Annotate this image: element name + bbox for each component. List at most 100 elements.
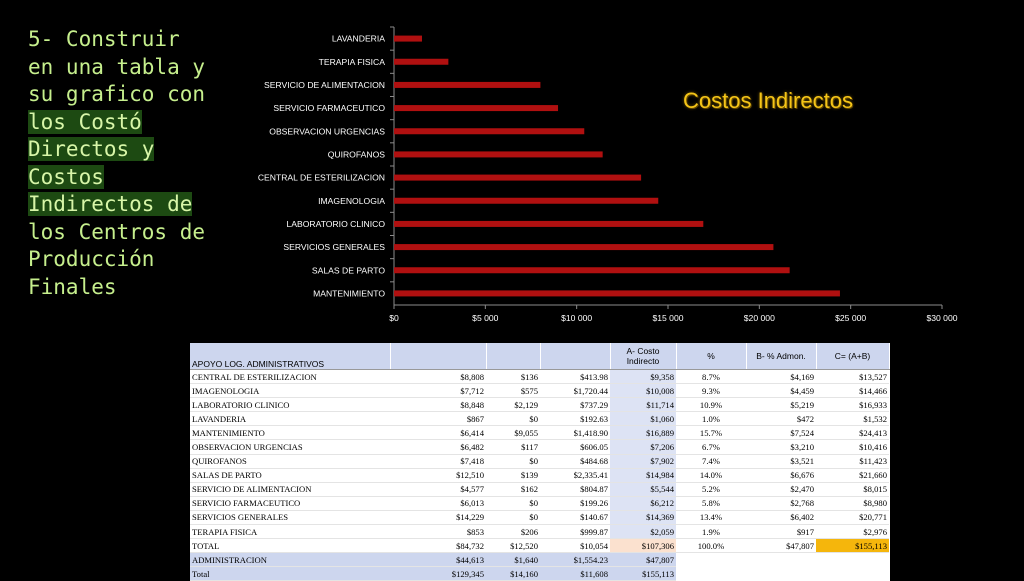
cost-table: APOYO LOG. ADMINISTRATIVOS A- Costo Indi… [190,343,890,581]
row-label-cell: LABORATORIO CLINICO [190,397,390,413]
value-cell: 14.0% [676,468,746,483]
table-row: QUIROFANOS $7,418 $0 $484.68 $7,902 7.4% $3,52… [190,454,889,469]
value-cell: $155,113 [610,566,676,581]
value-cell: $47,807 [746,538,816,554]
title-line-text: Indirectos de [28,192,193,216]
row-label-cell: LAVANDERIA [190,411,390,427]
bar [394,290,840,297]
value-cell: $2,470 [746,482,816,497]
category-label: OBSERVACION URGENCIAS [269,126,385,136]
category-label: SERVICIO FARMACEUTICO [273,103,385,113]
value-cell: $8,980 [816,496,889,511]
empty-cell [676,552,746,567]
value-cell: $16,933 [816,397,889,413]
value-cell: $5,219 [746,397,816,413]
x-tick-label: $0 [389,313,399,323]
value-cell: $3,210 [746,439,816,455]
value-cell: $2,768 [746,496,816,511]
row-label-cell: SERVICIO DE ALIMENTACION [190,482,390,497]
value-cell: $6,676 [746,468,816,483]
value-cell: $44,613 [390,552,486,568]
bar [394,128,585,135]
value-cell: $6,212 [610,496,676,511]
value-cell: 100.0% [676,538,746,554]
value-cell: $136 [486,369,540,385]
value-cell: 10.9% [676,397,746,413]
value-cell: $20,771 [816,510,889,526]
value-cell: 1.9% [676,524,746,540]
value-cell: 6.7% [676,439,746,455]
category-label: IMAGENOLOGIA [318,196,385,206]
x-tick-label: $25 000 [835,313,866,323]
bar [394,244,774,251]
value-cell: 5.8% [676,496,746,511]
title-line: Indirectos de [28,191,248,219]
value-cell: $7,712 [390,383,486,399]
category-label: SERVICIO DE ALIMENTACION [264,80,385,90]
value-cell: $14,466 [816,383,889,399]
value-cell: $129,345 [390,566,486,581]
empty-cell [746,552,816,567]
table-row: SALAS DE PARTO $12,510 $139 $2,335.41 $14,98… [190,468,889,483]
bar [394,197,659,204]
row-label-cell: SERVICIO FARMACEUTICO [190,496,390,511]
total-row: TOTAL $84,732 $12,520 $10,054 $107,306 100.0%… [190,538,889,554]
indirect-costs-bar-chart: LAVANDERIA TERAPIA FISICA SERVICIO DE ALIM… [258,26,958,323]
value-cell: $804.87 [540,482,610,497]
header-cell [390,343,487,370]
value-cell: $3,521 [746,454,816,469]
value-cell: $4,459 [746,383,816,399]
value-cell: $199.26 [540,496,610,511]
category-label: MANTENIMIENTO [313,288,385,298]
value-cell: $999.87 [540,524,610,540]
value-cell: $47,807 [610,552,676,568]
chart-title: Costos Indirectos [683,88,853,113]
value-cell: $9,358 [610,369,676,385]
header-cell [486,343,541,370]
table-row: SERVICIOS GENERALES $14,229 $0 $140.67 $14,3… [190,510,889,526]
title-line: en una tabla y [28,54,206,79]
value-cell: $84,732 [390,538,486,554]
category-label: QUIROFANOS [328,149,386,159]
value-cell: $1,060 [610,411,676,427]
value-cell: $8,808 [390,369,486,385]
grand-total-row: Total $129,345 $14,160 $11,608 $155,113 [190,566,889,581]
category-label: SERVICIOS GENERALES [283,242,385,252]
x-tick-label: $10 000 [561,313,592,323]
value-cell: 15.7% [676,425,746,441]
value-cell: $13,527 [816,369,889,385]
value-cell: 1.0% [676,411,746,427]
header-cell: APOYO LOG. ADMINISTRATIVOS [190,343,391,370]
value-cell: $14,984 [610,468,676,483]
value-cell: $8,848 [390,397,486,413]
value-cell: $6,482 [390,439,486,455]
value-cell: $21,660 [816,468,889,483]
table-row: LABORATORIO CLINICO $8,848 $2,129 $737.29 $1… [190,397,889,413]
category-label: TERAPIA FISICA [319,57,386,67]
title-line: Finales [28,274,117,299]
x-tick-label: $5 000 [472,313,499,323]
title-line: Directos y [28,136,248,164]
value-cell: $117 [486,439,540,455]
table-header-row: APOYO LOG. ADMINISTRATIVOS A- Costo Indi… [190,343,890,370]
value-cell: $2,976 [816,524,889,540]
row-label-cell: TOTAL [190,538,390,554]
value-cell: $7,902 [610,454,676,469]
value-cell: $12,520 [486,538,540,554]
header-cell [540,343,611,370]
value-cell: $7,418 [390,454,486,469]
table-row: LAVANDERIA $867 $0 $192.63 $1,060 1.0% $472 $1,… [190,411,889,427]
value-cell: $6,402 [746,510,816,526]
value-cell: $472 [746,411,816,427]
category-label: CENTRAL DE ESTERILIZACION [258,173,385,183]
title-line: Costos [28,164,248,192]
bar [394,174,642,181]
title-line: los Costó [28,109,248,137]
table-row: CENTRAL DE ESTERILIZACION $8,808 $136 $413.… [190,369,889,385]
value-cell: $8,015 [816,482,889,497]
value-cell: $107,306 [610,538,676,554]
value-cell: $11,423 [816,454,889,469]
value-cell: $140.67 [540,510,610,526]
row-label-cell: OBSERVACION URGENCIAS [190,439,390,455]
value-cell: $6,414 [390,425,486,441]
